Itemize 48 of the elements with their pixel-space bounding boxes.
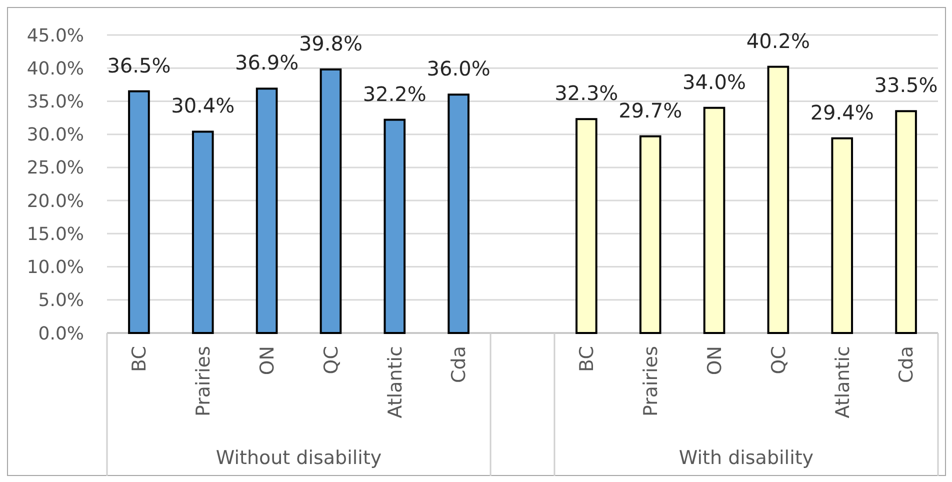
y-tick-label: 0.0%	[38, 323, 84, 344]
bar	[256, 88, 278, 334]
y-tick-label: 20.0%	[26, 190, 84, 212]
text: Without disability	[216, 447, 382, 469]
data-label: 36.5%	[107, 53, 171, 78]
x-tick-label: BC	[128, 346, 151, 372]
data-label: 29.7%	[618, 98, 682, 122]
bar	[895, 110, 917, 334]
bar	[192, 130, 214, 334]
y-tick-label: 25.0%	[26, 158, 84, 179]
y-tick-label: 15.0%	[26, 224, 84, 245]
x-tick-label: Prairies	[192, 346, 215, 417]
text: With disability	[678, 447, 814, 469]
bar	[576, 118, 598, 334]
bar	[639, 135, 662, 334]
data-label: 33.5%	[874, 73, 938, 98]
x-tick-label: Atlantic	[832, 346, 854, 418]
data-label: 40.2%	[746, 28, 810, 53]
data-label: 32.3%	[554, 81, 618, 106]
x-tick-label: Prairies	[640, 346, 662, 417]
bar	[703, 106, 726, 334]
x-tick-label: Atlantic	[384, 346, 406, 418]
y-tick-label: 5.0%	[38, 290, 84, 312]
y-tick-label: 40.0%	[26, 58, 84, 80]
y-tick-label: 10.0%	[26, 257, 84, 278]
x-tick-label: BC	[576, 346, 598, 372]
x-tick-label: Cda	[896, 346, 918, 383]
y-tick-label: 45.0%	[26, 25, 84, 46]
data-label: 29.4%	[810, 100, 874, 124]
bar	[448, 94, 470, 334]
x-tick-label: ON	[256, 346, 278, 376]
bar	[831, 137, 854, 334]
x-tick-label: ON	[704, 346, 726, 376]
y-tick-label: 35.0%	[26, 92, 84, 113]
bar	[128, 90, 150, 334]
data-label: 36.9%	[235, 50, 299, 75]
data-label: 36.0%	[426, 56, 490, 81]
y-tick-label: 30.0%	[26, 124, 84, 146]
data-label: 30.4%	[171, 94, 235, 118]
x-tick-label: Cda	[448, 346, 470, 383]
data-label: 34.0%	[682, 70, 746, 94]
bar	[767, 66, 790, 334]
x-tick-label: QC	[320, 346, 342, 374]
data-label: 39.8%	[298, 31, 363, 56]
data-label: 32.2%	[362, 82, 426, 106]
bar	[384, 118, 406, 334]
bar	[320, 68, 342, 334]
x-tick-label: QC	[768, 346, 790, 374]
